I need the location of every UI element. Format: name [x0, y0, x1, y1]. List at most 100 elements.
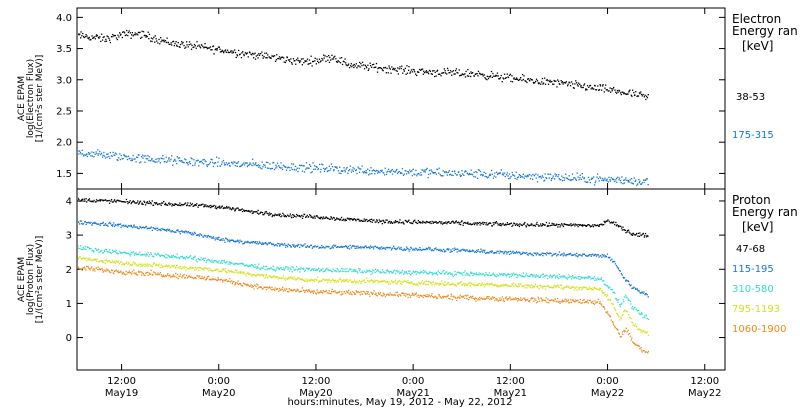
data-point [160, 37, 162, 39]
data-point [539, 175, 542, 178]
data-point [435, 282, 437, 284]
data-point [226, 164, 229, 166]
data-point [458, 250, 460, 252]
data-point [130, 202, 132, 205]
data-point [293, 244, 295, 246]
data-point [246, 264, 248, 266]
data-point [572, 276, 574, 278]
data-point [202, 236, 205, 238]
data-point [509, 296, 511, 298]
data-point [644, 179, 646, 181]
data-point [304, 290, 306, 292]
data-point [555, 275, 557, 277]
data-point [518, 224, 520, 226]
data-point [181, 256, 183, 258]
data-point [384, 296, 387, 298]
data-point [279, 58, 281, 60]
data-point [332, 268, 334, 270]
data-point [623, 329, 625, 332]
data-point [623, 296, 625, 298]
data-point [219, 51, 222, 53]
data-point [286, 291, 289, 293]
data-point [547, 252, 549, 255]
data-point [311, 171, 313, 173]
data-point [507, 299, 509, 301]
data-point [129, 200, 131, 202]
data-point [459, 174, 461, 176]
data-point [458, 282, 461, 284]
data-point [92, 37, 95, 39]
data-point [587, 176, 590, 179]
data-point [610, 288, 612, 290]
data-point [295, 59, 298, 61]
data-point [593, 254, 595, 256]
data-point [222, 160, 225, 162]
data-point [634, 287, 637, 289]
data-point [177, 257, 179, 259]
proton-y-axis-label-line: log(Proton Flux) [26, 244, 36, 315]
data-point [201, 275, 203, 278]
data-point [382, 70, 384, 72]
data-point [230, 209, 233, 211]
data-point [605, 256, 608, 258]
data-point [427, 295, 430, 297]
data-point [573, 177, 575, 179]
data-point [204, 279, 207, 281]
data-point [574, 225, 576, 227]
data-point [567, 286, 570, 289]
data-point [168, 158, 170, 160]
data-point [141, 254, 143, 256]
data-point [242, 163, 244, 165]
data-point [365, 219, 367, 221]
data-point [594, 300, 596, 302]
data-point [569, 85, 572, 87]
data-point [216, 268, 218, 270]
data-point [591, 177, 594, 180]
data-point [234, 49, 236, 51]
data-point [184, 258, 186, 260]
data-point [623, 92, 625, 94]
data-point [521, 73, 524, 76]
data-point [495, 74, 497, 76]
data-point [561, 175, 563, 177]
data-point [167, 255, 170, 257]
data-point [349, 218, 352, 220]
data-point [251, 54, 253, 56]
data-point [397, 67, 399, 69]
data-point [402, 249, 404, 252]
data-point [337, 269, 339, 271]
data-point [408, 172, 410, 174]
data-point [587, 302, 589, 304]
data-point [98, 248, 100, 250]
data-point [447, 273, 449, 276]
data-point [323, 279, 326, 281]
data-point [158, 273, 161, 275]
data-point [165, 264, 167, 266]
data-point [422, 169, 424, 171]
data-point [560, 80, 562, 82]
data-point [408, 219, 410, 221]
data-point [559, 179, 561, 181]
data-point [191, 44, 193, 47]
data-point [184, 257, 186, 259]
data-point [199, 233, 201, 235]
data-point [265, 161, 268, 163]
data-point [118, 271, 121, 273]
data-point [416, 249, 419, 251]
data-point [82, 32, 84, 35]
data-point [487, 282, 489, 285]
data-point [583, 276, 585, 279]
data-point [142, 154, 144, 156]
data-point [371, 280, 373, 282]
data-point [161, 254, 163, 256]
data-point [485, 175, 488, 178]
data-point [402, 292, 404, 295]
data-point [603, 291, 605, 294]
data-point [493, 75, 495, 77]
data-point [294, 60, 296, 62]
data-point [519, 252, 521, 254]
data-point [458, 296, 460, 298]
data-point [464, 249, 466, 251]
data-point [547, 173, 549, 175]
data-point [570, 301, 573, 304]
